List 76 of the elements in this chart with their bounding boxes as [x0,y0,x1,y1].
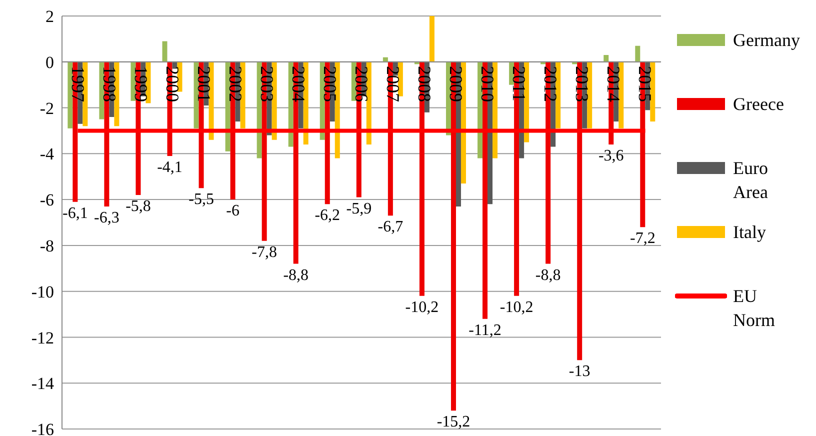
legend-label: Greece [733,93,785,116]
data-label: -5,8 [126,198,151,215]
x-tick-label: 2006 [352,66,372,102]
bar [524,62,530,142]
data-label: -5,9 [346,200,372,218]
x-tick-label: 2015 [635,66,656,102]
bar [429,16,434,62]
data-label: -11,2 [468,322,502,339]
y-tick-label: -12 [31,328,54,348]
x-tick-label: 2010 [478,66,498,102]
y-tick-label: -4 [40,144,54,164]
bar [492,62,498,158]
data-label: -7,8 [252,244,277,261]
x-tick-label: 2004 [288,66,308,102]
x-tick-label: 2002 [225,66,246,102]
y-tick-label: -2 [40,98,54,118]
x-tick-label: 1998 [99,66,120,102]
x-tick-label: 2003 [256,66,277,102]
bar [130,62,136,101]
bar [635,46,640,62]
bar [240,62,246,128]
y-tick-label: -6 [40,190,54,210]
data-label: -8,8 [283,266,309,284]
x-tick-label: 2012 [540,66,561,102]
x-tick-label: 2009 [446,66,466,102]
data-label: -13 [568,363,590,380]
x-tick-label: 1997 [68,66,88,102]
legend-label: Italy [733,221,767,244]
bar [114,62,120,126]
bar [618,62,624,128]
y-tick-label: -8 [40,236,54,256]
data-label: -6,2 [314,207,340,224]
data-label: -6,7 [378,218,404,236]
x-tick-label: 2014 [604,66,624,102]
bar [334,62,340,158]
bar [82,62,88,126]
data-label: -10,2 [405,298,439,316]
bar [194,62,199,128]
data-label: -15,2 [436,414,470,431]
bar [587,62,592,128]
data-label: -7,2 [630,230,656,248]
legend-label: Germany [733,29,801,52]
data-label: -3,6 [598,147,624,164]
y-tick-label: -16 [31,420,54,436]
x-tick-label: 2000 [162,66,182,102]
data-label: -10,2 [500,298,534,316]
data-label: -6,3 [94,209,120,226]
bar [556,62,561,128]
legend-label: Euro Area [733,157,769,204]
bar [208,62,214,140]
y-tick-label: -10 [31,282,54,302]
data-label: -8,8 [535,266,561,284]
bar [99,62,104,120]
x-tick-label: 2001 [194,66,214,102]
data-label: -4,1 [157,158,182,176]
bar [366,62,372,144]
bar [460,62,466,184]
bar [478,62,483,158]
x-tick-label: 2005 [320,66,340,102]
x-tick-label: 2011 [509,66,530,102]
x-tick-label: 2008 [414,66,435,102]
bar [303,62,308,144]
bar [68,62,73,128]
x-tick-label: 2007 [383,66,404,102]
y-tick-label: 2 [46,7,54,26]
y-tick-label: 0 [46,52,54,72]
bar [604,55,609,62]
y-tick-label: -14 [31,374,54,394]
bar [162,41,168,62]
data-label: -6,1 [62,204,88,222]
data-label: -6 [226,202,240,220]
data-label: -5,5 [188,191,214,208]
x-tick-label: 1999 [130,66,151,102]
legend-label: EU Norm [733,285,776,332]
x-tick-label: 2013 [572,66,592,102]
bar [650,62,656,122]
